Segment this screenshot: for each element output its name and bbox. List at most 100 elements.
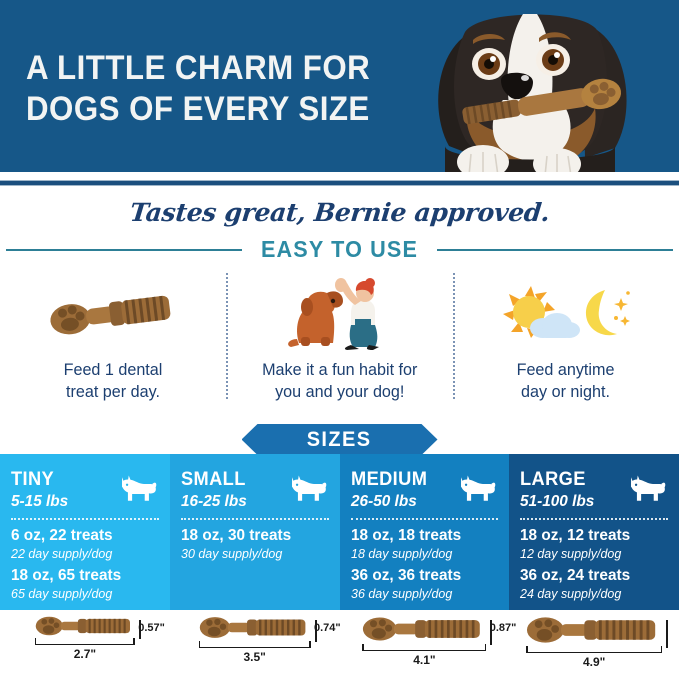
feature-text-3-line-2: day or night.: [521, 382, 611, 402]
size-option-main: 36 oz, 36 treats: [350, 567, 461, 585]
feature-art-2: [283, 277, 395, 351]
dog-silhouette-icon: [461, 475, 496, 501]
width-bracket: [34, 638, 135, 645]
sizes-banner-area: SIZES: [0, 421, 679, 455]
measurements-row: 0.57" 2.7" 0.74": [0, 610, 679, 675]
size-weight-tiny: 5-15 lbs: [11, 492, 69, 510]
size-option-main: 18 oz, 65 treats: [11, 567, 122, 585]
size-option-sub: 22 day supply/dog: [11, 545, 113, 561]
size-option-sub: 36 day supply/dog: [350, 585, 452, 601]
feature-text-2-line-1: Make it a fun habit for: [261, 360, 418, 379]
size-options-small: 18 oz, 30 treats 30 day supply/dog: [181, 527, 329, 561]
feature-text-1: Feed 1 dental treat per day.: [64, 359, 163, 404]
dental-treat-icon: [199, 617, 306, 638]
treat-height-tiny: 0.57": [138, 622, 165, 634]
size-weight-medium: 26-50 lbs: [350, 492, 417, 510]
header-banner: A LITTLE CHARM FOR DOGS OF EVERY SIZE: [0, 0, 679, 172]
size-option-main: 18 oz, 18 treats: [350, 527, 461, 545]
measurement-small: 0.74" 3.5": [170, 610, 341, 675]
dog-silhouette-icon: [291, 475, 326, 501]
size-name-medium: MEDIUM: [350, 469, 427, 490]
size-name-large: LARGE: [520, 469, 587, 490]
size-header-large: LARGE 51-100 lbs: [520, 470, 668, 511]
feature-text-2-line-2: you and your dog!: [274, 382, 405, 402]
size-weight-small: 16-25 lbs: [180, 492, 247, 510]
size-divider-medium: [350, 518, 499, 521]
page-title: A LITTLE CHARM FOR DOGS OF EVERY SIZE: [26, 48, 412, 131]
size-option: 6 oz, 22 treats 22 day supply/dog: [11, 527, 159, 561]
size-column-small: SMALL 16-25 lbs 18 oz, 30 treats 30 day …: [169, 454, 340, 610]
feature-art-1: [48, 277, 178, 351]
feature-text-1-line-2: treat per day.: [66, 382, 161, 402]
tagline-container: Tastes great, Bernie approved.: [0, 186, 679, 227]
feature-item-anytime: Feed anytime day or night.: [452, 271, 679, 421]
divider-line-left: [6, 248, 242, 251]
page-title-line-1: A LITTLE CHARM FOR: [26, 49, 371, 87]
size-option-main: 6 oz, 22 treats: [11, 527, 113, 545]
size-option: 18 oz, 12 treats 12 day supply/dog: [520, 527, 668, 561]
treat-width-large: 4.9": [582, 655, 606, 669]
size-option: 18 oz, 30 treats 30 day supply/dog: [181, 527, 329, 561]
size-option: 36 oz, 24 treats 24 day supply/dog: [520, 567, 668, 601]
feature-item-fun-habit: Make it a fun habit for you and your dog…: [226, 271, 452, 421]
dental-treat-icon: [527, 617, 656, 643]
size-option: 18 oz, 65 treats 65 day supply/dog: [11, 567, 159, 601]
treat-height-small: 0.74": [314, 622, 341, 634]
size-option-main: 36 oz, 24 treats: [520, 567, 631, 585]
divider-line-right: [437, 248, 674, 251]
size-options-large: 18 oz, 12 treats 12 day supply/dog 36 oz…: [520, 527, 668, 601]
dental-treat-icon: [35, 616, 130, 636]
width-bracket: [198, 641, 311, 648]
feature-item-feed-one-treat: Feed 1 dental treat per day.: [0, 271, 226, 421]
size-name-tiny: TINY: [11, 469, 55, 490]
header-stripe-gap: [0, 172, 679, 180]
treat-width-small: 3.5": [243, 650, 266, 664]
easy-to-use-label: EASY TO USE: [261, 236, 419, 262]
header-accent-stripe: [0, 180, 679, 186]
size-option-sub: 12 day supply/dog: [520, 545, 622, 561]
size-divider-tiny: [11, 518, 159, 521]
measurement-medium: 0.87" 4.1": [340, 610, 516, 675]
size-options-medium: 18 oz, 18 treats 18 day supply/dog 36 oz…: [351, 527, 499, 601]
size-option-main: 18 oz, 30 treats: [180, 527, 291, 545]
size-header-small: SMALL 16-25 lbs: [181, 470, 329, 511]
person-high-fiving-dog-icon: [288, 278, 380, 350]
size-divider-small: [180, 518, 329, 521]
size-column-large: LARGE 51-100 lbs 18 oz, 12 treats 12 day…: [509, 454, 679, 610]
measurement-large: 1" 4.9": [509, 610, 679, 675]
width-bracket: [526, 646, 663, 653]
tagline-text: Tastes great, Bernie approved.: [128, 198, 551, 227]
size-options-tiny: 6 oz, 22 treats 22 day supply/dog 18 oz,…: [11, 527, 159, 601]
dental-treat-icon: [50, 295, 171, 335]
page-title-line-2: DOGS OF EVERY SIZE: [26, 90, 370, 129]
size-weight-large: 51-100 lbs: [520, 492, 595, 510]
size-option-sub: 18 day supply/dog: [350, 545, 452, 561]
size-header-tiny: TINY 5-15 lbs: [11, 470, 159, 511]
feature-art-3: [501, 277, 631, 351]
size-option-sub: 30 day supply/dog: [180, 545, 283, 561]
size-option: 36 oz, 36 treats 36 day supply/dog: [351, 567, 499, 601]
size-column-medium: MEDIUM 26-50 lbs 18 oz, 18 treats 18 day…: [339, 454, 510, 610]
width-bracket: [362, 644, 487, 651]
sizes-banner-label: SIZES: [307, 427, 372, 451]
dog-silhouette-icon: [631, 475, 666, 501]
treat-height-medium: 0.87": [489, 622, 517, 634]
treat-width-tiny: 2.7": [73, 647, 97, 661]
feature-text-1-line-1: Feed 1 dental: [63, 360, 163, 379]
dental-treat-icon: [363, 617, 481, 641]
dog-silhouette-icon: [121, 475, 157, 501]
size-divider-large: [520, 518, 668, 521]
bernese-mountain-dog-puppy-with-treat-icon: [438, 14, 627, 172]
sizes-banner: SIZES: [241, 424, 438, 455]
feature-text-3: Feed anytime day or night.: [517, 359, 615, 404]
size-column-tiny: TINY 5-15 lbs 6 oz, 22 treats 22 day sup…: [0, 454, 170, 610]
size-option-main: 18 oz, 12 treats: [520, 527, 631, 545]
feature-text-2: Make it a fun habit for you and your dog…: [262, 359, 417, 404]
size-header-medium: MEDIUM 26-50 lbs: [351, 470, 499, 511]
features-row: Feed 1 dental treat per day.: [0, 271, 679, 421]
treat-width-medium: 4.1": [413, 653, 436, 667]
sun-cloud-moon-stars-icon: [502, 286, 630, 338]
easy-to-use-header: EASY TO USE: [0, 236, 679, 263]
size-option-sub: 65 day supply/dog: [11, 585, 113, 601]
size-name-small: SMALL: [180, 469, 246, 490]
